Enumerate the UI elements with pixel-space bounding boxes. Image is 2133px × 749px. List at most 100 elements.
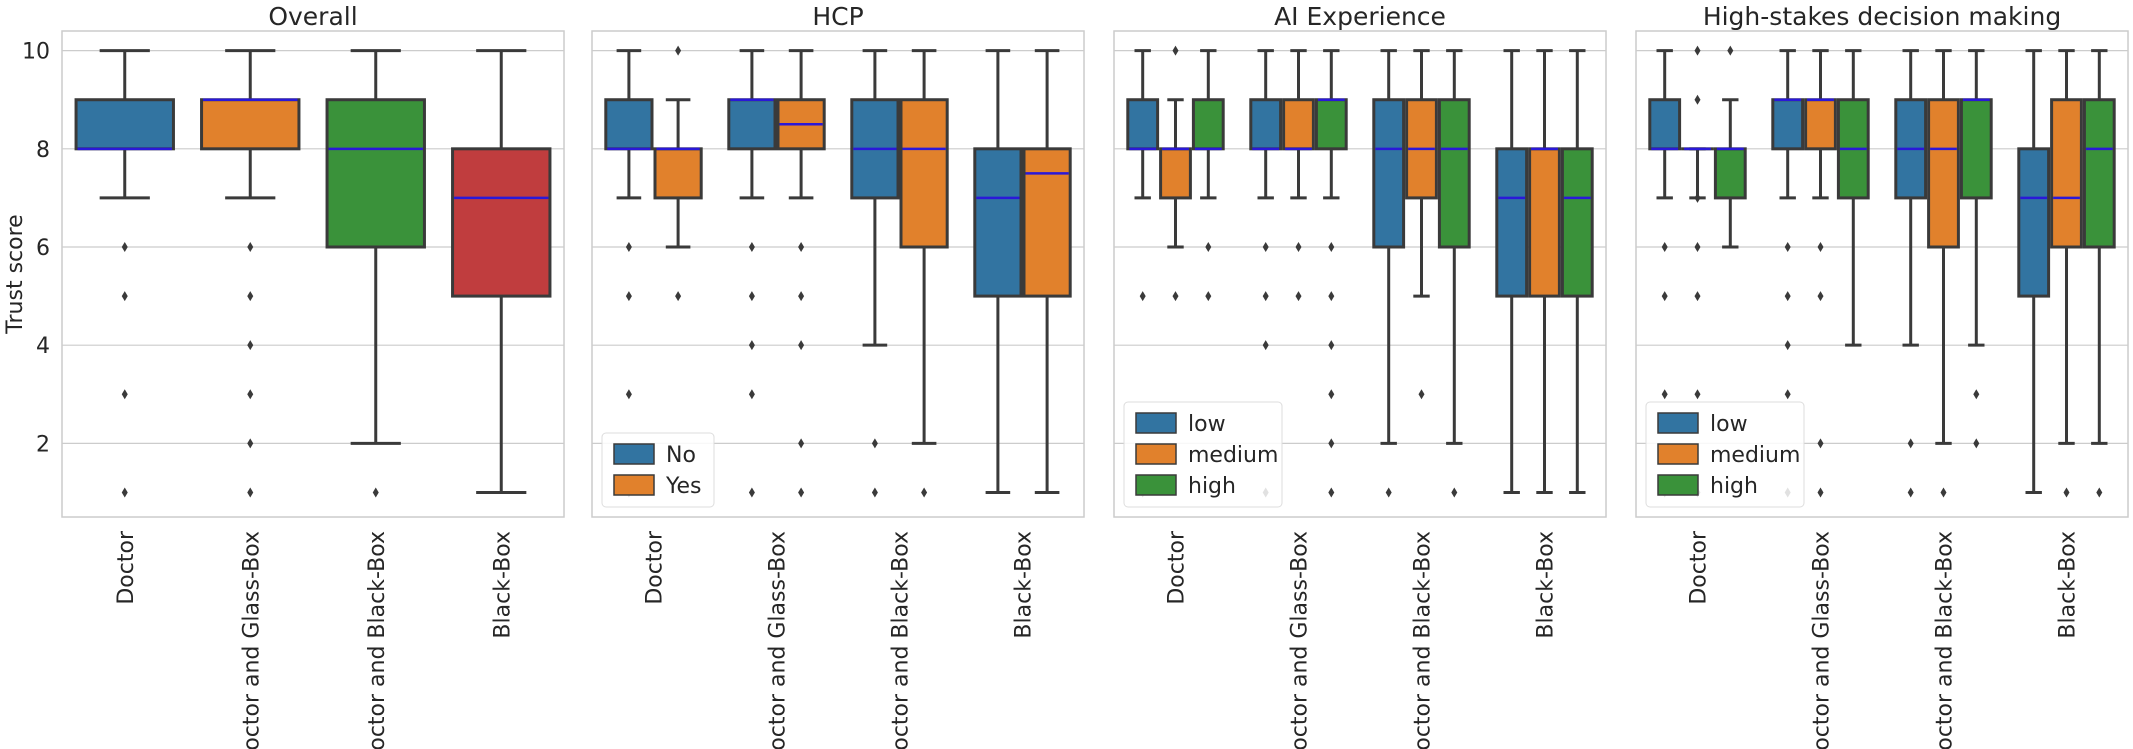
x-tick-label: Doctor [643,530,668,605]
box-0-0-1 [200,49,301,498]
axes-frame [61,30,565,518]
outlier-point [1172,291,1179,302]
box-body [1713,147,1747,200]
axes-frame [591,30,1085,518]
legend-label: Yes [665,474,702,499]
box-body [1437,98,1471,249]
x-tick-label: Doctor and Black-Box [365,531,390,749]
box-1-0-3 [973,49,1023,494]
outlier-point [921,487,928,498]
box-body [74,98,175,151]
box-body [1927,98,1960,249]
legend: low medium high [1645,401,1805,508]
outlier-point [1295,242,1302,252]
outlier-point [1661,291,1668,302]
outlier-point [1262,291,1269,302]
outlier-point [1172,45,1179,56]
box-2-2-2 [1437,49,1471,498]
legend-label: low [1188,412,1226,437]
outlier-point [1139,291,1146,302]
outlier-point [1784,291,1791,302]
y-tick-label: 8 [36,138,50,163]
outlier-point [247,242,254,252]
box-body [200,98,301,151]
outlier-point [247,340,254,351]
outlier-point [1907,438,1914,449]
box-2-0-0 [1126,49,1160,498]
outlier-point [1262,340,1269,351]
outlier-point [625,389,632,400]
legend: No Yes [601,432,715,508]
box-body [1528,147,1561,298]
box-body [604,98,654,151]
x-tick-label: Black-Box [1012,531,1037,639]
outlier-point [121,291,128,302]
outlier-point [798,242,805,252]
box-body [727,98,777,151]
box-body [2082,98,2116,249]
outlier-point [1973,438,1980,449]
y-axis-label: Trust score [3,214,28,334]
panel-title: AI Experience [1274,2,1446,31]
box-2-0-3 [1495,49,1529,494]
x-tick-label: Doctor and Glass-Box [1810,531,1835,749]
outlier-point [748,389,755,400]
legend: low medium high [1123,401,1283,508]
panel-title: High-stakes decision making [1703,2,2061,31]
legend-label: high [1710,474,1758,499]
x-tick-label: Doctor [114,530,139,605]
box-body [1191,98,1225,151]
outlier-point [1817,438,1824,449]
outlier-point [1418,389,1425,400]
box-1-1-3 [1022,49,1072,494]
outlier-point [798,340,805,351]
panel-title: HCP [812,2,863,31]
box-1-1-2 [899,49,949,498]
axes-frame [1113,30,1607,518]
box-2-1-2 [1405,49,1438,400]
legend-label: low [1710,412,1748,437]
box-body [1126,98,1160,151]
box-1-0-1 [727,49,777,498]
outlier-point [1328,438,1335,449]
box-2-1-1 [1282,49,1315,302]
box-3-2-0 [1713,45,1747,249]
outlier-point [625,242,632,252]
outlier-point [1907,487,1914,498]
x-tick-label: Doctor and Black-Box [889,531,914,749]
outlier-point [1661,242,1668,252]
x-tick-label: Doctor and Black-Box [1411,531,1436,749]
outlier-point [1973,389,1980,400]
x-tick-label: Doctor and Glass-Box [239,531,264,749]
box-body [2017,147,2051,298]
outlier-point [871,487,878,498]
box-2-0-2 [1372,49,1406,498]
outlier-point [1694,389,1701,400]
outlier-point [1817,487,1824,498]
outlier-point [675,291,682,302]
box-2-2-1 [1314,49,1348,498]
box-body [653,147,703,200]
legend-label: medium [1710,443,1800,468]
legend-swatch [613,443,655,465]
y-tick-label: 4 [36,334,50,359]
box-3-0-2 [1894,49,1928,498]
legend-swatch [1657,412,1699,434]
x-tick-label: Doctor [1687,530,1712,605]
outlier-point [2096,487,2103,498]
outlier-point [748,291,755,302]
box-body [1314,98,1348,151]
outlier-point [1940,487,1947,498]
box-body [1249,98,1283,151]
outlier-point [1205,242,1212,252]
x-tick-label: Black-Box [2056,531,2081,639]
outlier-point [1328,242,1335,252]
outlier-point [1817,291,1824,302]
legend-swatch [1135,474,1177,496]
box-3-2-2 [1959,49,1993,449]
outlier-point [1727,45,1734,56]
outlier-point [1328,291,1335,302]
panel-1: HCP Doctor Doctor and Glass-Box Doctor and … [591,2,1085,749]
legend-label: No [666,443,696,468]
